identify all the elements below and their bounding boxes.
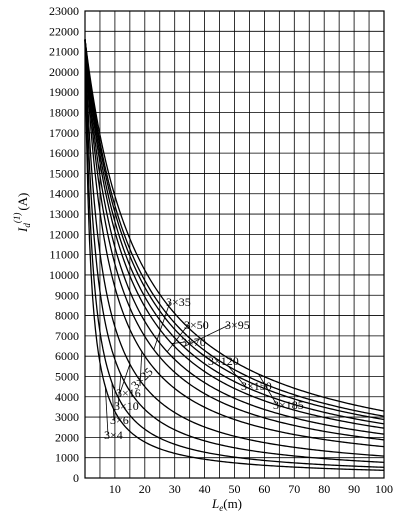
y-tick-label: 11000 <box>49 248 79 262</box>
y-tick-label: 7000 <box>55 329 79 343</box>
y-tick-label: 3000 <box>55 410 79 424</box>
y-tick-label: 1000 <box>55 451 79 465</box>
curve-label-leader <box>183 324 230 348</box>
curve-label: 3×50 <box>184 318 209 332</box>
curve-label-leader <box>139 351 143 387</box>
y-tick-label: 18000 <box>49 106 79 120</box>
series-line <box>84 39 385 435</box>
y-tick-label: 15000 <box>49 166 79 180</box>
curve-label: 3×4 <box>104 428 123 442</box>
curve-label-leader <box>104 386 109 436</box>
x-tick-label: 10 <box>109 482 121 496</box>
curve-label-leader <box>171 341 186 344</box>
series-line <box>84 39 385 421</box>
series-line <box>84 39 385 417</box>
x-tick-label: 100 <box>375 482 393 496</box>
series-line <box>84 39 385 425</box>
y-tick-label: 10000 <box>49 268 79 282</box>
x-tick-label: 70 <box>288 482 300 496</box>
grid-lines <box>84 10 385 479</box>
curve-label: 3×35 <box>166 295 191 309</box>
y-tick-label: 4000 <box>55 390 79 404</box>
x-tick-label: 20 <box>139 482 151 496</box>
y-tick-label: 9000 <box>55 288 79 302</box>
x-tick-label: 30 <box>169 482 181 496</box>
curve-label: 3×6 <box>110 413 129 427</box>
y-tick-label: 12000 <box>49 227 79 241</box>
series-line <box>84 39 385 468</box>
y-tick-label: 19000 <box>49 85 79 99</box>
x-tick-label: 80 <box>318 482 330 496</box>
curve-label: 3×95 <box>225 318 250 332</box>
x-tick-label: 90 <box>348 482 360 496</box>
y-tick-label: 6000 <box>55 349 79 363</box>
curves <box>84 39 385 471</box>
tick-labels: 0 1000 2000 3000 4000 5000 6000 7000 8000 9000 100… <box>49 4 393 496</box>
x-tick-label: 50 <box>229 482 241 496</box>
curve-label: 3×10 <box>114 399 139 413</box>
curve-label: 3×185 <box>273 398 304 412</box>
y-tick-label: 22000 <box>49 24 79 38</box>
curve-label-leader <box>119 363 131 394</box>
x-tick-label: 60 <box>258 482 270 496</box>
series-line <box>84 39 385 457</box>
y-tick-label: 20000 <box>49 65 79 79</box>
series-line <box>84 39 385 412</box>
y-tick-label: 17000 <box>49 126 79 140</box>
series-line <box>84 39 385 429</box>
curve-label: 3×120 <box>208 354 239 368</box>
curve-label: 3×150 <box>241 379 272 393</box>
series-line <box>84 39 385 463</box>
series-line <box>84 39 385 471</box>
y-tick-label: 14000 <box>49 187 79 201</box>
curve-label-leader <box>166 324 189 353</box>
curve-label-leader <box>196 350 213 362</box>
x-axis-title: Le(m) <box>211 496 242 513</box>
y-tick-label: 13000 <box>49 207 79 221</box>
x-tick-label: 40 <box>199 482 211 496</box>
y-tick-label: 0 <box>73 471 79 485</box>
y-tick-label: 16000 <box>49 146 79 160</box>
curve-label-leader <box>153 301 171 350</box>
series-line <box>84 39 385 448</box>
curve-label-leader <box>258 373 278 406</box>
y-axis-title: Id(1)(A) <box>12 193 32 233</box>
curve-label-leader <box>111 382 115 421</box>
curve-label-leader <box>117 374 122 407</box>
y-tick-label: 8000 <box>55 309 79 323</box>
y-tick-label: 23000 <box>49 4 79 18</box>
y-tick-label: 21000 <box>49 45 79 59</box>
series-line <box>84 39 385 441</box>
y-tick-label: 2000 <box>55 430 79 444</box>
curve-label: 3×16 <box>116 386 141 400</box>
plot-frame <box>84 10 385 479</box>
y-tick-label: 5000 <box>55 369 79 383</box>
curve-label-leader <box>228 366 246 387</box>
